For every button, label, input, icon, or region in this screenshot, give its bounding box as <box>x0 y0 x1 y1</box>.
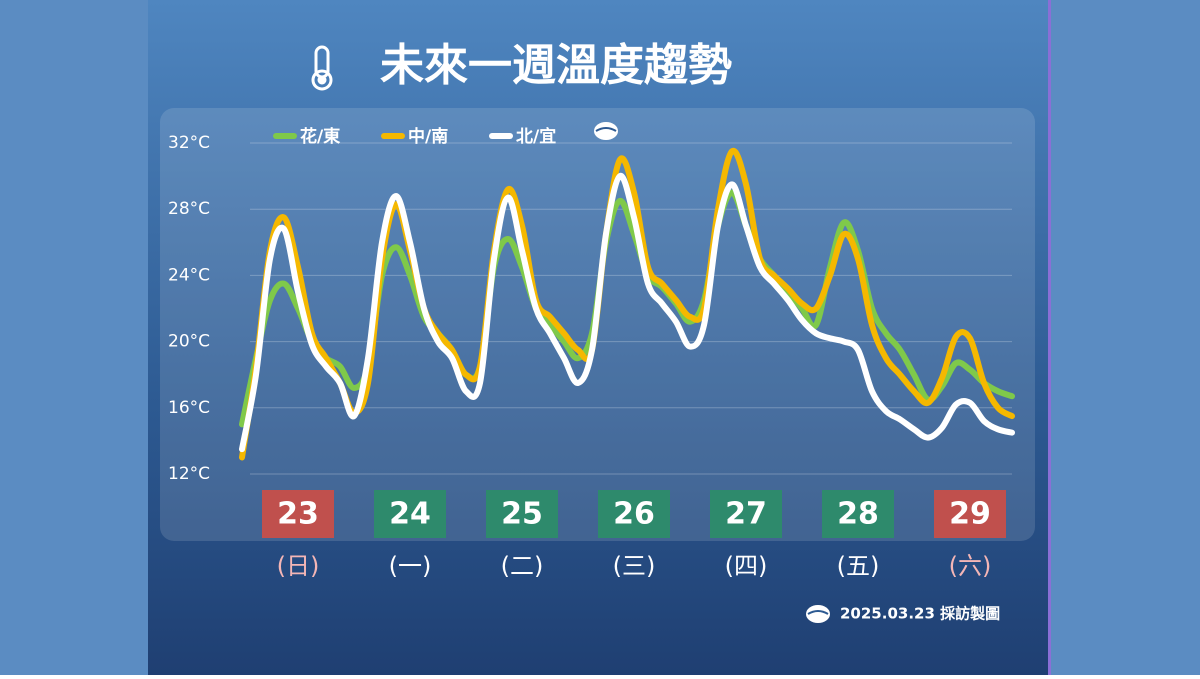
x-tick-label: 23 <box>277 497 319 532</box>
weekday-label: (二) <box>501 552 544 580</box>
legend-label: 花/東 <box>300 126 340 147</box>
day-box <box>486 490 558 538</box>
x-tick-label: 26 <box>613 497 655 532</box>
y-tick-label: 16°C <box>168 398 210 418</box>
weekday-label: (三) <box>613 552 656 580</box>
weekday-label: (一) <box>389 552 432 580</box>
x-tick-label: 24 <box>389 497 431 532</box>
series-line <box>239 173 1015 453</box>
x-tick-label: 29 <box>949 497 991 532</box>
weekday-label: (日) <box>277 552 320 580</box>
day-box <box>934 490 1006 538</box>
y-tick-label: 28°C <box>168 199 210 219</box>
day-box <box>374 490 446 538</box>
day-box <box>598 490 670 538</box>
thermometer-icon <box>311 45 333 91</box>
day-box <box>822 490 894 538</box>
y-tick-label: 24°C <box>168 265 210 285</box>
series-line <box>239 147 1015 461</box>
source: 2025.03.23 採訪製圖 <box>840 605 1000 623</box>
y-tick-label: 12°C <box>168 464 210 484</box>
day-box <box>710 490 782 538</box>
logo <box>806 605 830 623</box>
y-tick-label: 20°C <box>168 332 210 352</box>
legend-label: 中/南 <box>408 126 448 147</box>
y-tick-label: 32°C <box>168 133 210 153</box>
main-panel <box>148 0 1050 675</box>
logo <box>594 122 618 140</box>
chart-title: 未來一週溫度趨勢 <box>380 40 732 91</box>
weekday-label: (六) <box>949 552 992 580</box>
x-tick-label: 28 <box>837 497 879 532</box>
x-tick-label: 27 <box>725 497 767 532</box>
x-tick-label: 25 <box>501 497 543 532</box>
day-box <box>262 490 334 538</box>
divider <box>1048 0 1051 675</box>
legend-label: 北/宜 <box>516 126 556 147</box>
weekday-label: (五) <box>837 552 880 580</box>
weekday-label: (四) <box>725 552 768 580</box>
